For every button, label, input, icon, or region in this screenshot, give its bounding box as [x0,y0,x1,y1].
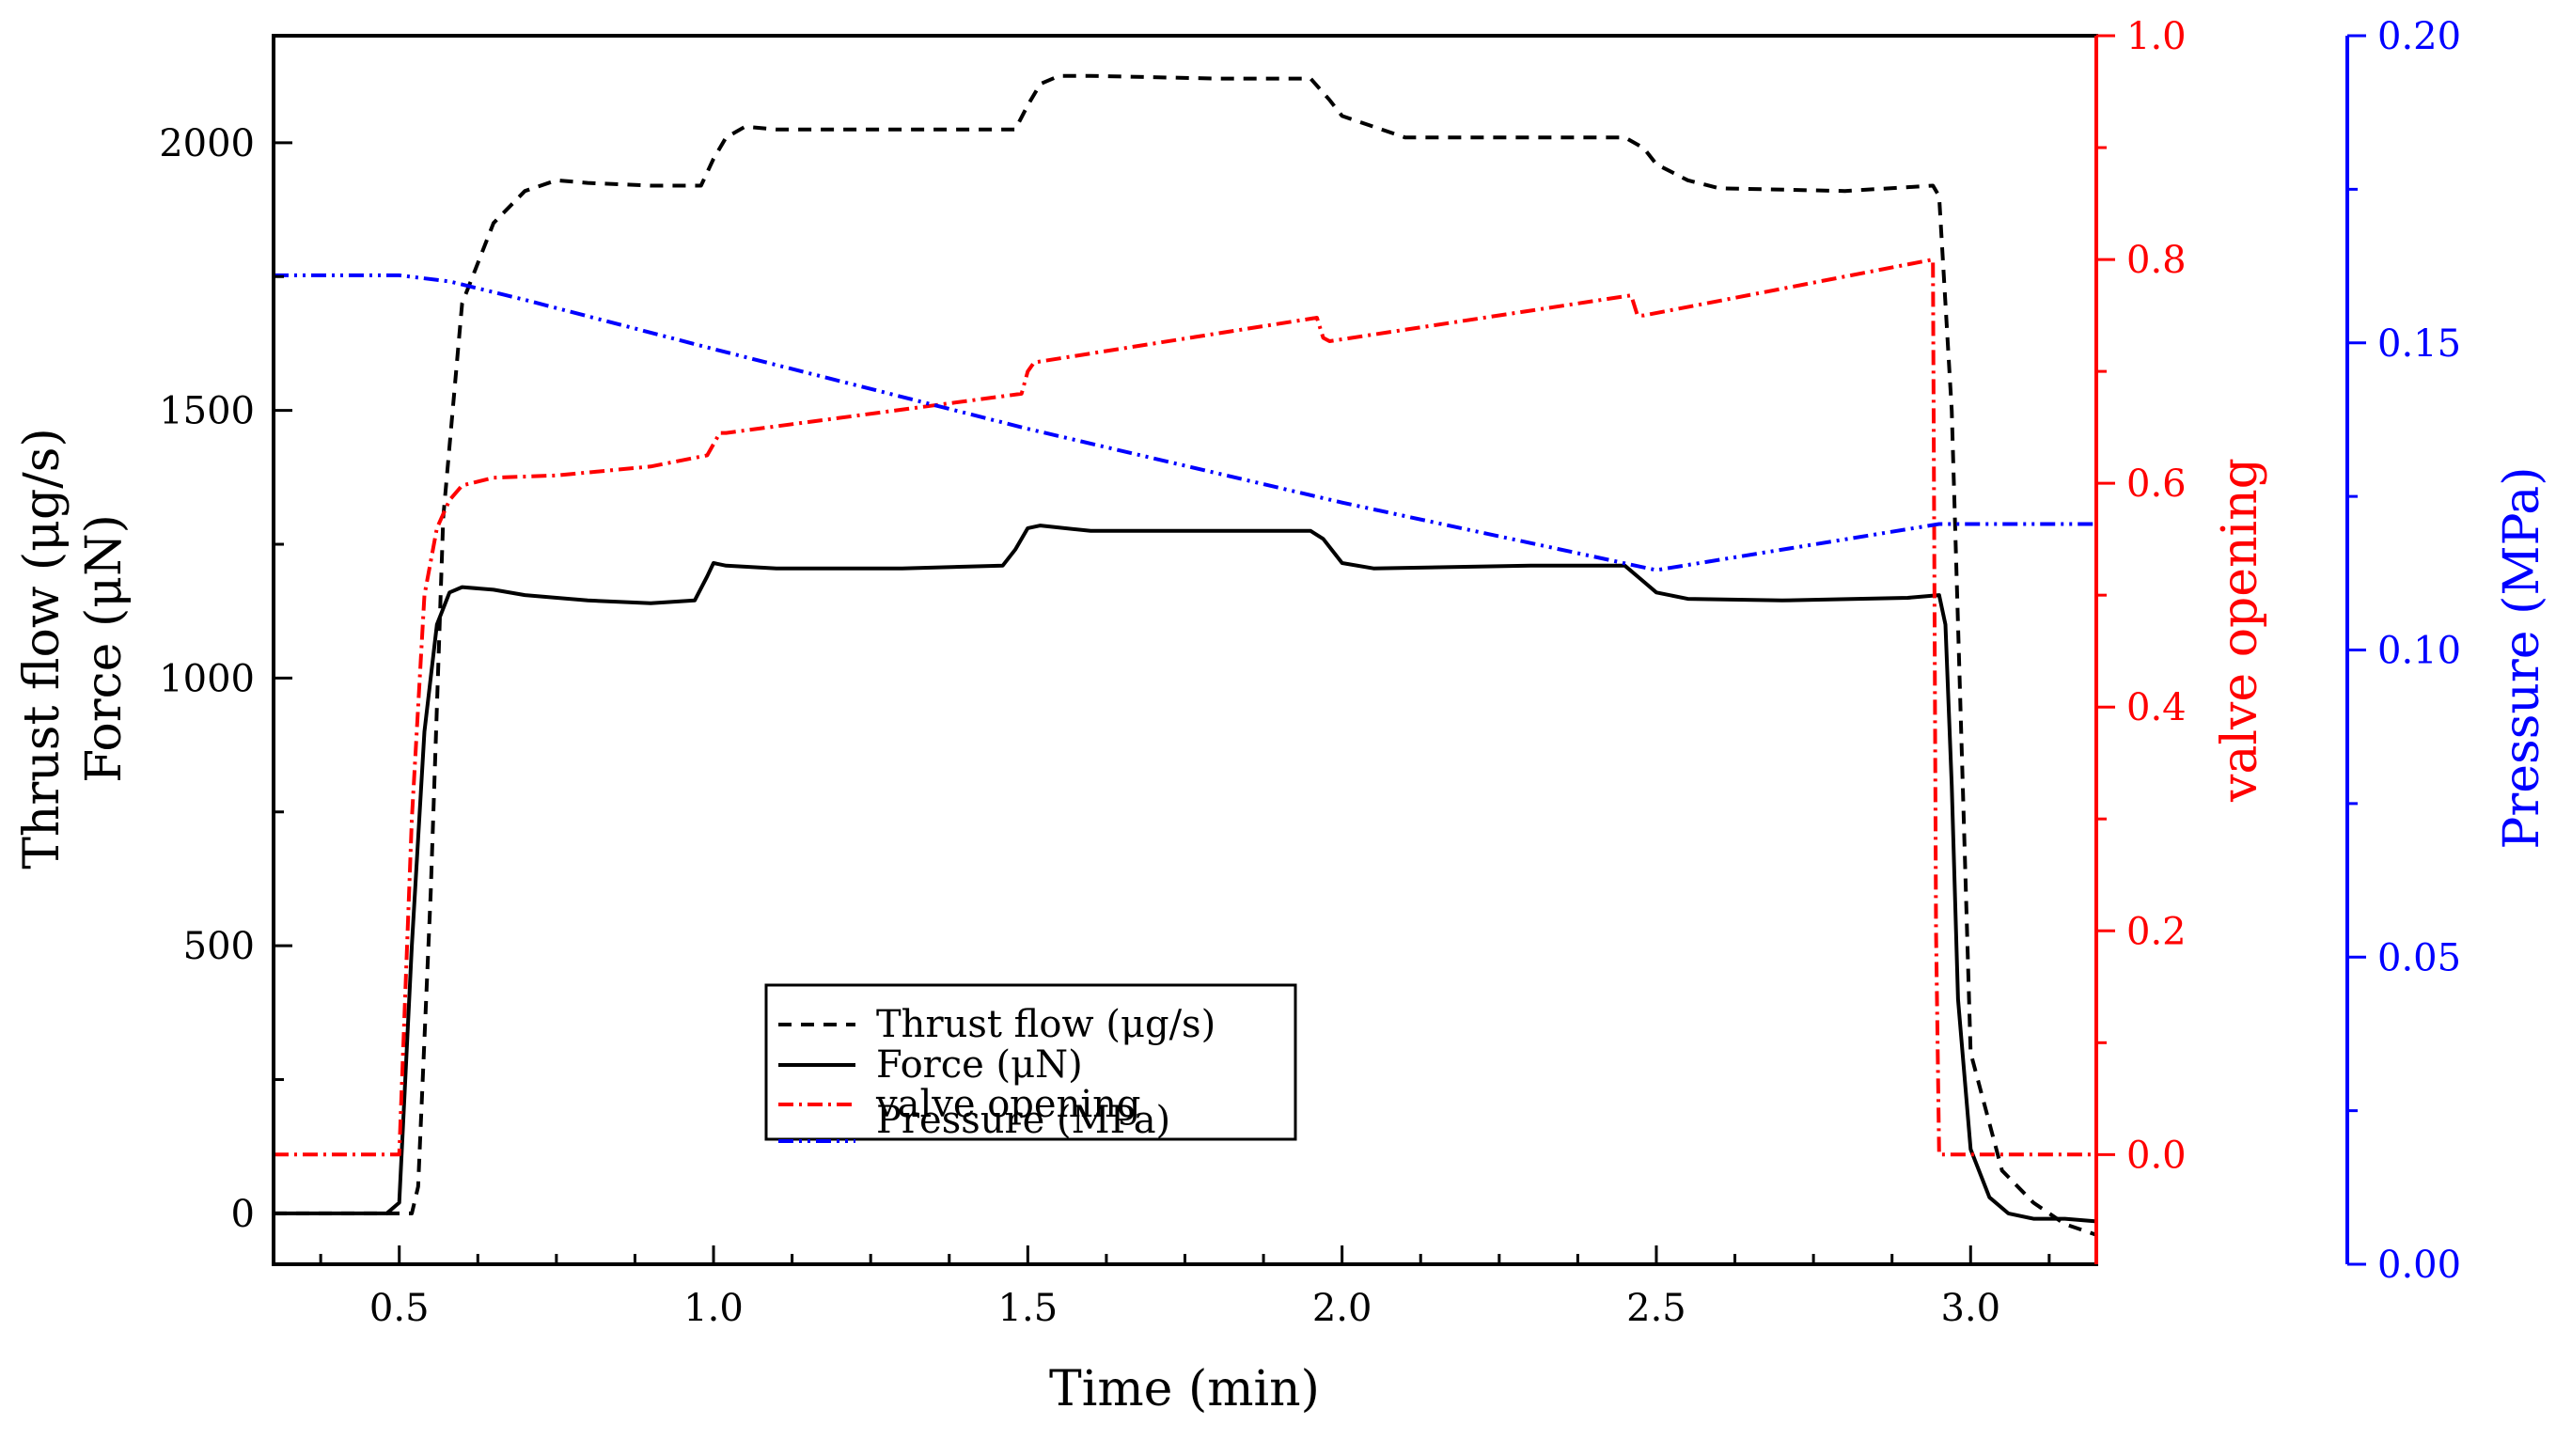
left-tick-label-4: 2000 [159,122,255,165]
x-axis-title: Time (min) [1049,1361,1320,1417]
series-layer [274,73,2097,1237]
ticks-layer: 0.5 1.0 1.5 2.0 2.5 3.0 0 500 1000 1500 2000 0.0 0.2… [159,15,2461,1330]
left-tick-label-0: 0 [231,1193,255,1236]
legend-label-valve-opening: valve opening [875,1083,1141,1126]
pressure-tick-label-3: 0.15 [2377,322,2461,366]
left-axis-title-line2: Force (μN) [76,514,133,783]
valve-tick-label-5: 1.0 [2126,15,2187,58]
left-tick-label-3: 1500 [159,390,255,433]
valve-tick-label-4: 0.8 [2126,239,2187,282]
pressure-tick-label-2: 0.10 [2377,630,2461,673]
legend-label-pressure: Pressure (MPa) [876,1099,1170,1142]
valve-tick-label-2: 0.4 [2126,686,2187,729]
valve-tick-label-1: 0.2 [2126,910,2187,953]
x-tick-label-5: 3.0 [1940,1287,2000,1330]
left-tick-label-1: 500 [183,925,255,968]
series-line-pressure-mpa [274,273,2096,572]
series-line-valve-opening [274,258,2096,1157]
valve-opening-axis-title: valve opening [2212,458,2268,803]
valve-tick-label-0: 0.0 [2126,1134,2187,1177]
pressure-axis-title: Pressure (MPa) [2494,466,2550,849]
left-tick-label-2: 1000 [159,657,255,700]
legend-label-thrust-flow: Thrust flow (μg/s) [876,1003,1215,1046]
x-tick-label-4: 2.5 [1626,1287,1686,1330]
x-tick-label-1: 1.0 [683,1287,744,1330]
legend: Thrust flow (μg/s) Force (μN) valve open… [764,983,1297,1143]
series-line-thrust-flow-g-s [274,73,2097,1237]
pressure-tick-label-0: 0.00 [2377,1244,2461,1287]
series-line-force-n [274,524,2097,1224]
x-tick-label-3: 2.0 [1312,1287,1372,1330]
legend-label-force: Force (μN) [876,1043,1083,1087]
pressure-tick-label-4: 0.20 [2377,15,2461,58]
x-tick-label-2: 1.5 [998,1287,1058,1330]
legend-box [764,983,1297,1141]
x-tick-label-0: 0.5 [369,1287,430,1330]
pressure-tick-label-1: 0.05 [2377,936,2461,979]
valve-tick-label-3: 0.6 [2126,462,2187,506]
left-axis-title-line1: Thrust flow (μg/s) [14,428,71,869]
